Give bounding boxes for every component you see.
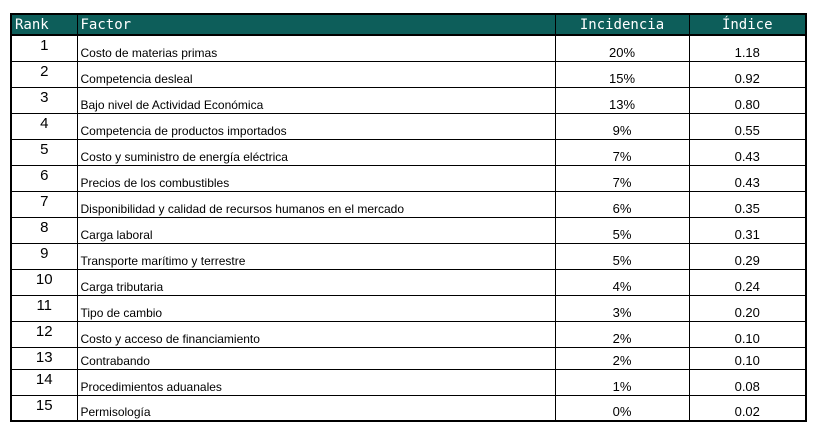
incidencia-cell: 15% (554, 60, 690, 88)
rank-cell: 3 (10, 86, 78, 114)
rank-cell: 2 (10, 60, 78, 88)
rank-cell: 4 (10, 112, 78, 140)
rank-cell: 7 (10, 190, 78, 218)
factor-cell: Competencia de productos importados (76, 112, 556, 140)
factor-cell: Contrabando (76, 346, 556, 370)
incidencia-cell: 0% (554, 394, 690, 422)
indice-cell: 1.18 (688, 34, 807, 62)
incidencia-cell: 4% (554, 268, 690, 296)
table-row: 5 Costo y suministro de energía eléctrica… (10, 138, 807, 166)
incidencia-cell: 2% (554, 320, 690, 348)
rank-cell: 6 (10, 164, 78, 192)
incidencia-cell: 6% (554, 190, 690, 218)
header-row: Rank Factor Incidencia Índice (10, 13, 807, 36)
incidencia-cell: 5% (554, 242, 690, 270)
incidencia-cell: 9% (554, 112, 690, 140)
header-incidencia: Incidencia (554, 13, 690, 36)
factor-cell: Procedimientos aduanales (76, 368, 556, 396)
incidencia-cell: 7% (554, 164, 690, 192)
table-row: 4 Competencia de productos importados 9% 0.… (10, 112, 807, 140)
incidencia-cell: 20% (554, 34, 690, 62)
table-header: Rank Factor Incidencia Índice (10, 13, 807, 36)
incidencia-cell: 13% (554, 86, 690, 114)
factor-cell: Permisología (76, 394, 556, 422)
table-row: 3 Bajo nivel de Actividad Económica 13% 0.8… (10, 86, 807, 114)
header-factor: Factor (76, 13, 556, 36)
table-row: 11 Tipo de cambio 3% 0.20 (10, 294, 807, 322)
factor-cell: Precios de los combustibles (76, 164, 556, 192)
rank-cell: 12 (10, 320, 78, 348)
table-row: 6 Precios de los combustibles 7% 0.43 (10, 164, 807, 192)
rank-cell: 8 (10, 216, 78, 244)
incidencia-cell: 5% (554, 216, 690, 244)
factor-cell: Carga laboral (76, 216, 556, 244)
table-row: 10 Carga tributaria 4% 0.24 (10, 268, 807, 296)
factor-cell: Tipo de cambio (76, 294, 556, 322)
incidencia-cell: 7% (554, 138, 690, 166)
table-row: 8 Carga laboral 5% 0.31 (10, 216, 807, 244)
indice-cell: 0.43 (688, 138, 807, 166)
rank-cell: 10 (10, 268, 78, 296)
table-row: 1 Costo de materias primas 20% 1.18 (10, 34, 807, 62)
table-row: 15 Permisología 0% 0.02 (10, 394, 807, 422)
factor-cell: Carga tributaria (76, 268, 556, 296)
indice-cell: 0.55 (688, 112, 807, 140)
indice-cell: 0.43 (688, 164, 807, 192)
factor-cell: Transporte marítimo y terrestre (76, 242, 556, 270)
rank-cell: 14 (10, 368, 78, 396)
factor-cell: Costo y acceso de financiamiento (76, 320, 556, 348)
factors-table: Rank Factor Incidencia Índice 1 Costo de … (10, 13, 807, 422)
header-rank: Rank (10, 13, 78, 36)
indice-cell: 0.10 (688, 320, 807, 348)
indice-cell: 0.02 (688, 394, 807, 422)
table-row: 13 Contrabando 2% 0.10 (10, 346, 807, 370)
table-body: 1 Costo de materias primas 20% 1.18 2 Compete… (10, 34, 807, 422)
rank-cell: 1 (10, 34, 78, 62)
indice-cell: 0.80 (688, 86, 807, 114)
rank-cell: 13 (10, 346, 78, 370)
factor-cell: Costo y suministro de energía eléctrica (76, 138, 556, 166)
rank-cell: 9 (10, 242, 78, 270)
factor-cell: Competencia desleal (76, 60, 556, 88)
indice-cell: 0.20 (688, 294, 807, 322)
indice-cell: 0.31 (688, 216, 807, 244)
indice-cell: 0.29 (688, 242, 807, 270)
table-row: 14 Procedimientos aduanales 1% 0.08 (10, 368, 807, 396)
indice-cell: 0.24 (688, 268, 807, 296)
table-row: 9 Transporte marítimo y terrestre 5% 0.29 (10, 242, 807, 270)
factor-cell: Disponibilidad y calidad de recursos hum… (76, 190, 556, 218)
table-row: 2 Competencia desleal 15% 0.92 (10, 60, 807, 88)
rank-cell: 15 (10, 394, 78, 422)
incidencia-cell: 1% (554, 368, 690, 396)
indice-cell: 0.10 (688, 346, 807, 370)
table-row: 12 Costo y acceso de financiamiento 2% 0.10 (10, 320, 807, 348)
indice-cell: 0.35 (688, 190, 807, 218)
table-row: 7 Disponibilidad y calidad de recursos hu… (10, 190, 807, 218)
rank-cell: 5 (10, 138, 78, 166)
indice-cell: 0.08 (688, 368, 807, 396)
incidencia-cell: 3% (554, 294, 690, 322)
rank-cell: 11 (10, 294, 78, 322)
factor-cell: Costo de materias primas (76, 34, 556, 62)
indice-cell: 0.92 (688, 60, 807, 88)
incidencia-cell: 2% (554, 346, 690, 370)
header-indice: Índice (688, 13, 807, 36)
factor-cell: Bajo nivel de Actividad Económica (76, 86, 556, 114)
